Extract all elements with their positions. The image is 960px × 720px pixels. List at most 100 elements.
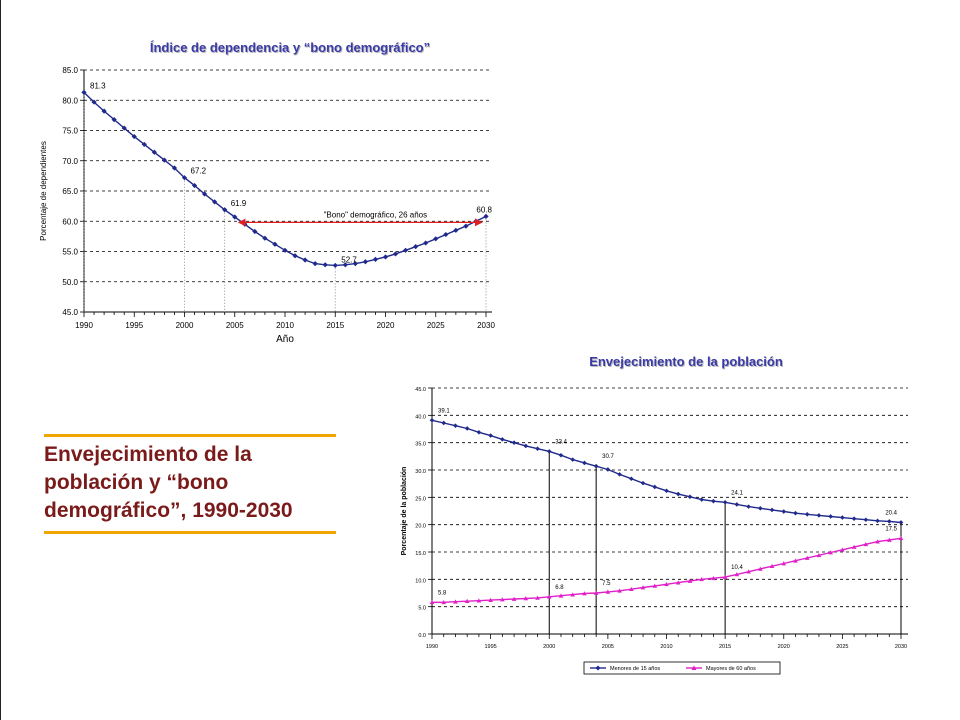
x-tick-label: 2005 bbox=[226, 321, 244, 330]
y-axis-label: Porcentaje de dependientes bbox=[39, 141, 48, 241]
data-point bbox=[332, 262, 338, 269]
data-point bbox=[875, 539, 880, 544]
data-point bbox=[605, 467, 611, 472]
data-point bbox=[781, 561, 787, 566]
data-point bbox=[488, 433, 493, 438]
data-point bbox=[734, 572, 740, 577]
data-label: 10.4 bbox=[731, 565, 743, 571]
data-point bbox=[664, 581, 669, 587]
data-point bbox=[423, 240, 429, 246]
heading-text: Envejecimiento de la población y “bono d… bbox=[44, 437, 336, 531]
data-point bbox=[171, 165, 178, 171]
data-label: 6.8 bbox=[555, 585, 564, 591]
data-point bbox=[570, 457, 575, 462]
data-point bbox=[781, 509, 787, 514]
heading-top-rule bbox=[44, 434, 336, 437]
data-point bbox=[605, 589, 611, 594]
y-tick-label: 65.0 bbox=[62, 187, 78, 196]
data-point bbox=[523, 596, 529, 601]
data-point bbox=[769, 563, 775, 569]
data-point bbox=[758, 505, 763, 511]
data-point bbox=[433, 236, 439, 242]
data-point bbox=[699, 497, 704, 502]
data-point bbox=[886, 519, 892, 524]
legend-label: Menores de 15 años bbox=[610, 666, 660, 672]
x-tick-label: 2000 bbox=[176, 321, 194, 330]
x-tick-label: 2020 bbox=[377, 321, 395, 330]
data-point bbox=[441, 420, 447, 426]
y-tick-label: 55.0 bbox=[62, 248, 78, 257]
data-point bbox=[898, 520, 904, 525]
data-point bbox=[500, 437, 505, 442]
data-point bbox=[722, 499, 728, 505]
x-tick-label: 1995 bbox=[485, 644, 497, 650]
chart-title-dependency: Índice de dependencia y “bono demográfic… bbox=[149, 40, 431, 55]
bono-annotation: "Bono" demográfico, 26 años bbox=[324, 210, 428, 219]
data-point bbox=[769, 507, 775, 513]
data-point bbox=[863, 542, 869, 547]
data-point bbox=[464, 426, 470, 431]
heading-bottom-rule bbox=[44, 531, 336, 534]
data-point bbox=[687, 578, 693, 583]
x-tick-label: 2015 bbox=[719, 644, 731, 650]
data-label: 67.2 bbox=[191, 167, 207, 176]
data-point bbox=[535, 446, 540, 451]
data-point bbox=[302, 257, 308, 263]
data-point bbox=[535, 595, 540, 600]
data-point bbox=[403, 247, 409, 253]
x-tick-label: 2005 bbox=[602, 644, 614, 650]
y-tick-label: 50.0 bbox=[62, 278, 78, 287]
y-tick-label: 10.0 bbox=[415, 578, 426, 584]
x-tick-label: 2030 bbox=[895, 644, 907, 650]
data-point bbox=[629, 586, 634, 592]
data-label: 60.8 bbox=[476, 205, 492, 214]
data-point bbox=[292, 253, 298, 259]
data-point bbox=[875, 518, 880, 524]
data-point bbox=[593, 590, 599, 595]
data-point bbox=[886, 537, 892, 542]
x-axis-label: Año bbox=[276, 334, 294, 345]
data-point bbox=[675, 580, 681, 585]
data-point bbox=[500, 597, 505, 602]
data-point bbox=[511, 596, 517, 601]
data-point bbox=[793, 510, 798, 516]
data-point bbox=[121, 125, 127, 131]
data-point bbox=[664, 488, 669, 494]
y-tick-label: 30.0 bbox=[415, 469, 426, 475]
data-point bbox=[488, 597, 493, 602]
data-point bbox=[546, 594, 552, 599]
data-point bbox=[161, 157, 167, 163]
data-point bbox=[570, 592, 575, 597]
data-point bbox=[699, 577, 704, 582]
data-point bbox=[362, 259, 368, 265]
data-point bbox=[711, 498, 716, 504]
data-point bbox=[840, 515, 845, 520]
data-point bbox=[746, 569, 751, 574]
data-point bbox=[312, 261, 318, 267]
data-point bbox=[282, 247, 288, 253]
data-point bbox=[582, 460, 587, 466]
data-point bbox=[443, 231, 449, 238]
data-point bbox=[640, 585, 646, 590]
y-tick-label: 70.0 bbox=[62, 157, 78, 166]
data-point bbox=[222, 207, 228, 213]
slide-heading: Envejecimiento de la población y “bono d… bbox=[44, 434, 336, 534]
data-point bbox=[181, 175, 188, 181]
data-point bbox=[863, 517, 869, 523]
data-label: 5.8 bbox=[438, 590, 447, 596]
legend-label: Mayores de 60 años bbox=[706, 666, 756, 672]
data-point bbox=[746, 504, 751, 509]
data-point bbox=[734, 502, 740, 507]
data-point bbox=[558, 593, 564, 598]
y-tick-label: 5.0 bbox=[418, 606, 426, 612]
data-point bbox=[652, 484, 658, 490]
legend-swatch-marker bbox=[595, 665, 601, 671]
data-point bbox=[429, 417, 435, 423]
x-tick-label: 1990 bbox=[75, 321, 93, 330]
data-point bbox=[629, 476, 634, 482]
y-tick-label: 45.0 bbox=[415, 387, 426, 393]
x-tick-label: 2020 bbox=[778, 644, 790, 650]
data-point bbox=[851, 544, 857, 549]
legend-swatch-marker bbox=[691, 665, 697, 670]
